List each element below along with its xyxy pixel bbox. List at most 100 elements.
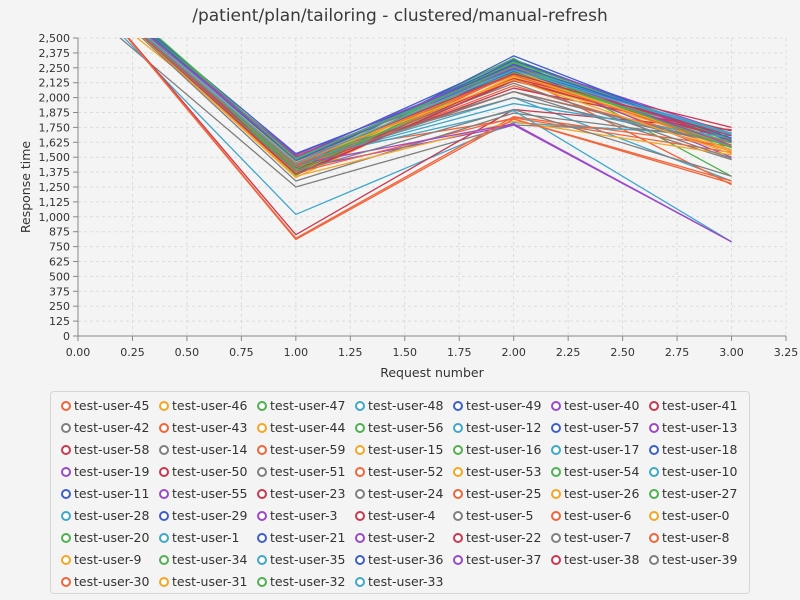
series-line-test-user-7 (144, 38, 732, 177)
legend-label: test-user-18 (662, 442, 738, 457)
y-tick-label: 1,875 (39, 107, 71, 120)
legend-marker-icon (551, 533, 561, 543)
series-line-test-user-39 (146, 38, 732, 167)
legend-label: test-user-35 (270, 552, 346, 567)
legend-label: test-user-38 (564, 552, 640, 567)
legend-label: test-user-2 (368, 530, 436, 545)
legend-marker-icon (355, 577, 365, 587)
legend-label: test-user-45 (74, 398, 150, 413)
legend-label: test-user-11 (74, 486, 150, 501)
legend-label: test-user-55 (172, 486, 248, 501)
y-tick-label: 1,750 (39, 121, 71, 134)
legend-marker-icon (355, 511, 365, 521)
legend-marker-icon (159, 445, 169, 455)
legend-label: test-user-17 (564, 442, 640, 457)
x-tick-label: 3.00 (719, 346, 744, 359)
y-tick-label: 250 (49, 300, 70, 313)
legend-marker-icon (649, 533, 659, 543)
legend-marker-icon (355, 555, 365, 565)
legend-marker-icon (159, 467, 169, 477)
legend-label: test-user-0 (662, 508, 730, 523)
legend-marker-icon (61, 467, 71, 477)
legend-label: test-user-59 (270, 442, 346, 457)
y-tick-label: 1,625 (39, 136, 71, 149)
legend-marker-icon (649, 401, 659, 411)
legend-marker-icon (551, 511, 561, 521)
legend-label: test-user-19 (74, 464, 150, 479)
legend-label: test-user-40 (564, 398, 640, 413)
legend-label: test-user-23 (270, 486, 346, 501)
legend-label: test-user-20 (74, 530, 150, 545)
legend-marker-icon (355, 489, 365, 499)
legend-label: test-user-10 (662, 464, 738, 479)
series-line-test-user-24 (141, 38, 732, 182)
legend-label: test-user-31 (172, 574, 248, 589)
legend-marker-icon (453, 423, 463, 433)
legend-marker-icon (355, 533, 365, 543)
legend-marker-icon (453, 533, 463, 543)
x-tick-label: 1.00 (284, 346, 309, 359)
x-tick-label: 0.50 (175, 346, 200, 359)
legend-marker-icon (649, 489, 659, 499)
legend-marker-icon (551, 401, 561, 411)
legend-marker-icon (355, 445, 365, 455)
series-line-test-user-33 (147, 38, 732, 164)
x-tick-label: 0.75 (229, 346, 254, 359)
legend-marker-icon (61, 577, 71, 587)
legend-label: test-user-24 (368, 486, 444, 501)
legend-label: test-user-26 (564, 486, 640, 501)
legend-label: test-user-29 (172, 508, 248, 523)
y-tick-label: 2,250 (39, 62, 71, 75)
y-tick-label: 1,000 (39, 211, 71, 224)
legend-marker-icon (257, 533, 267, 543)
legend-label: test-user-33 (368, 574, 444, 589)
line-chart: 0.00 0.25 0.50 0.75 1.00 1.25 1.50 1.75 2.00 2.25… (18, 32, 798, 380)
legend-marker-icon (257, 511, 267, 521)
x-tick-label: 0.25 (120, 346, 145, 359)
x-tick-label: 1.50 (393, 346, 418, 359)
legend-marker-icon (551, 467, 561, 477)
legend-marker-icon (61, 423, 71, 433)
legend-label: test-user-3 (270, 508, 338, 523)
legend-label: test-user-4 (368, 508, 436, 523)
y-tick-label: 500 (49, 270, 70, 283)
legend-label: test-user-15 (368, 442, 444, 457)
legend-marker-icon (159, 577, 169, 587)
legend-marker-icon (649, 555, 659, 565)
y-tick-label: 1,500 (39, 151, 71, 164)
legend-marker-icon (61, 401, 71, 411)
legend-label: test-user-47 (270, 398, 346, 413)
legend-marker-icon (453, 489, 463, 499)
legend-label: test-user-7 (564, 530, 632, 545)
legend-label: test-user-57 (564, 420, 640, 435)
legend-label: test-user-52 (368, 464, 444, 479)
legend-label: test-user-8 (662, 530, 730, 545)
y-axis-label: Response time (18, 141, 33, 234)
legend-label: test-user-58 (74, 442, 150, 457)
legend-label: test-user-54 (564, 464, 640, 479)
legend-marker-icon (551, 423, 561, 433)
legend-marker-icon (453, 401, 463, 411)
legend-marker-icon (355, 423, 365, 433)
legend-marker-icon (257, 467, 267, 477)
legend-marker-icon (159, 401, 169, 411)
legend-label: test-user-27 (662, 486, 738, 501)
legend-label: test-user-1 (172, 530, 240, 545)
y-tick-label: 1,375 (39, 166, 71, 179)
legend-label: test-user-22 (466, 530, 542, 545)
x-tick-label: 2.25 (556, 346, 581, 359)
legend-marker-icon (551, 555, 561, 565)
legend-marker-icon (649, 467, 659, 477)
legend-marker-icon (355, 467, 365, 477)
legend-marker-icon (257, 423, 267, 433)
legend-marker-icon (159, 489, 169, 499)
legend-label: test-user-46 (172, 398, 248, 413)
y-tick-label: 875 (49, 226, 70, 239)
legend-label: test-user-5 (466, 508, 534, 523)
series-line-test-user-12 (123, 38, 732, 216)
legend-marker-icon (61, 445, 71, 455)
chart-title: /patient/plan/tailoring - clustered/manu… (192, 6, 608, 26)
legend-marker-icon (159, 555, 169, 565)
legend-label: test-user-34 (172, 552, 248, 567)
y-tick-label: 2,375 (39, 47, 71, 60)
